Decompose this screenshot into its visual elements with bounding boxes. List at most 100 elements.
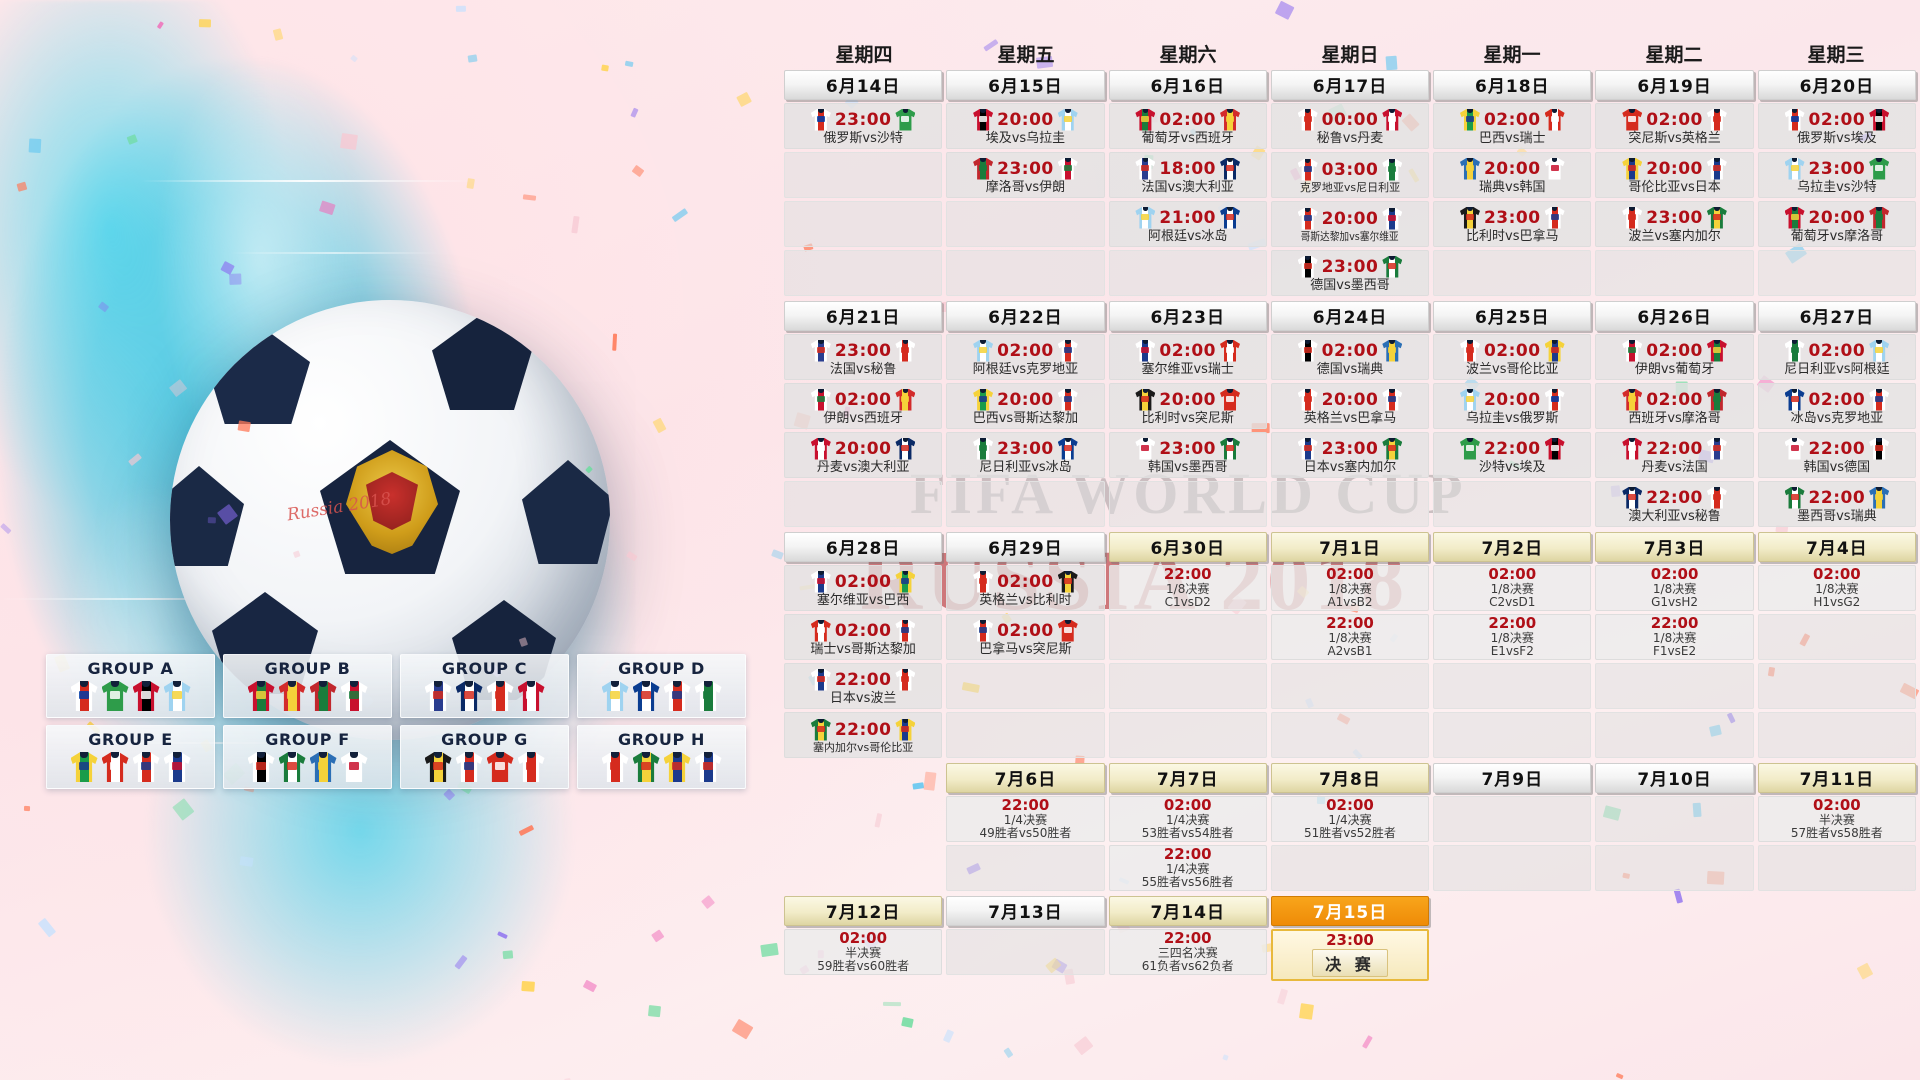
- knockout-match-cell[interactable]: 02:00 1/4决赛 51胜者vs52胜者: [1270, 796, 1430, 842]
- group-match-cell[interactable]: 02:00 英格兰vs比利时: [946, 565, 1105, 611]
- date-label-6月25日[interactable]: 6月25日: [1433, 301, 1592, 331]
- group-match-cell[interactable]: 02:00 尼日利亚vs阿根廷: [1757, 334, 1916, 380]
- date-label-6月15日[interactable]: 6月15日: [946, 70, 1105, 100]
- date-label-6月16日[interactable]: 6月16日: [1108, 70, 1267, 100]
- date-label-7月12日[interactable]: 7月12日: [784, 896, 943, 926]
- date-label-6月28日[interactable]: 6月28日: [784, 532, 943, 562]
- group-match-cell[interactable]: 20:00 瑞典vs韩国: [1433, 152, 1592, 198]
- date-label-7月10日[interactable]: 7月10日: [1595, 763, 1754, 793]
- date-label-7月13日[interactable]: 7月13日: [946, 896, 1105, 926]
- date-label-6月23日[interactable]: 6月23日: [1108, 301, 1267, 331]
- date-label-7月14日[interactable]: 7月14日: [1108, 896, 1267, 926]
- knockout-match-cell[interactable]: 02:00 半决赛 57胜者vs58胜者: [1757, 796, 1916, 842]
- knockout-match-cell[interactable]: 22:00 1/8决赛 A2vsB1: [1270, 614, 1430, 660]
- group-match-cell[interactable]: 23:00 韩国vs墨西哥: [1108, 432, 1267, 478]
- group-match-cell[interactable]: 23:00 尼日利亚vs冰岛: [946, 432, 1105, 478]
- group-match-cell[interactable]: 20:00 比利时vs突尼斯: [1108, 383, 1267, 429]
- group-match-cell[interactable]: 20:00 哥伦比亚vs日本: [1595, 152, 1754, 198]
- group-match-cell[interactable]: 22:00 墨西哥vs瑞典: [1757, 481, 1916, 527]
- knockout-match-cell[interactable]: 22:00 1/8决赛 E1vsF2: [1433, 614, 1592, 660]
- final-match-cell[interactable]: 23:00 决 赛: [1270, 929, 1430, 981]
- group-match-cell[interactable]: 20:00 葡萄牙vs摩洛哥: [1757, 201, 1916, 247]
- group-box-group-d[interactable]: GROUP D: [577, 654, 746, 718]
- group-match-cell[interactable]: 23:00 波兰vs塞内加尔: [1595, 201, 1754, 247]
- group-match-cell[interactable]: 20:00 乌拉圭vs俄罗斯: [1433, 383, 1592, 429]
- group-match-cell[interactable]: 22:00 澳大利亚vs秘鲁: [1595, 481, 1754, 527]
- date-label-7月15日[interactable]: 7月15日: [1270, 896, 1430, 926]
- group-match-cell[interactable]: 20:00 英格兰vs巴拿马: [1270, 383, 1430, 429]
- date-label-6月19日[interactable]: 6月19日: [1595, 70, 1754, 100]
- knockout-match-cell[interactable]: 22:00 1/4决赛 49胜者vs50胜者: [946, 796, 1105, 842]
- group-match-cell[interactable]: 21:00 阿根廷vs冰岛: [1108, 201, 1267, 247]
- group-box-group-g[interactable]: GROUP G: [400, 725, 569, 789]
- group-box-group-f[interactable]: GROUP F: [223, 725, 392, 789]
- knockout-match-cell[interactable]: 22:00 1/8决赛 F1vsE2: [1595, 614, 1754, 660]
- group-match-cell[interactable]: 23:00 比利时vs巴拿马: [1433, 201, 1592, 247]
- group-match-cell[interactable]: 00:00 秘鲁vs丹麦: [1270, 103, 1430, 149]
- date-label-6月14日[interactable]: 6月14日: [784, 70, 943, 100]
- group-match-cell[interactable]: 23:00 俄罗斯vs沙特: [784, 103, 943, 149]
- group-match-cell[interactable]: 22:00 日本vs波兰: [784, 663, 943, 709]
- knockout-match-cell[interactable]: 02:00 1/8决赛 C2vsD1: [1433, 565, 1592, 611]
- group-box-group-h[interactable]: GROUP H: [577, 725, 746, 789]
- date-label-7月3日[interactable]: 7月3日: [1595, 532, 1754, 562]
- group-match-cell[interactable]: 20:00 丹麦vs澳大利亚: [784, 432, 943, 478]
- date-label-7月2日[interactable]: 7月2日: [1433, 532, 1592, 562]
- group-match-cell[interactable]: 02:00 阿根廷vs克罗地亚: [946, 334, 1105, 380]
- group-box-group-a[interactable]: GROUP A: [46, 654, 215, 718]
- date-label-6月30日[interactable]: 6月30日: [1108, 532, 1267, 562]
- group-match-cell[interactable]: 23:00 乌拉圭vs沙特: [1757, 152, 1916, 198]
- group-match-cell[interactable]: 02:00 德国vs瑞典: [1270, 334, 1430, 380]
- date-label-6月22日[interactable]: 6月22日: [946, 301, 1105, 331]
- date-label-6月26日[interactable]: 6月26日: [1595, 301, 1754, 331]
- date-label-6月24日[interactable]: 6月24日: [1270, 301, 1430, 331]
- group-match-cell[interactable]: 23:00 摩洛哥vs伊朗: [946, 152, 1105, 198]
- knockout-match-cell[interactable]: 22:00 1/8决赛 C1vsD2: [1108, 565, 1267, 611]
- group-match-cell[interactable]: 22:00 韩国vs德国: [1757, 432, 1916, 478]
- date-label-7月11日[interactable]: 7月11日: [1757, 763, 1916, 793]
- group-match-cell[interactable]: 18:00 法国vs澳大利亚: [1108, 152, 1267, 198]
- group-match-cell[interactable]: 02:00 伊朗vs西班牙: [784, 383, 943, 429]
- date-label-7月6日[interactable]: 7月6日: [946, 763, 1105, 793]
- group-match-cell[interactable]: 02:00 西班牙vs摩洛哥: [1595, 383, 1754, 429]
- date-label-7月1日[interactable]: 7月1日: [1270, 532, 1430, 562]
- group-match-cell[interactable]: 22:00 塞内加尔vs哥伦比亚: [784, 712, 943, 758]
- group-match-cell[interactable]: 23:00 德国vs墨西哥: [1270, 250, 1430, 296]
- group-box-group-b[interactable]: GROUP B: [223, 654, 392, 718]
- group-box-group-e[interactable]: GROUP E: [46, 725, 215, 789]
- date-label-6月18日[interactable]: 6月18日: [1433, 70, 1592, 100]
- date-label-6月17日[interactable]: 6月17日: [1270, 70, 1430, 100]
- date-label-6月21日[interactable]: 6月21日: [784, 301, 943, 331]
- knockout-match-cell[interactable]: 22:00 三四名决赛 61负者vs62负者: [1108, 929, 1267, 975]
- date-label-7月7日[interactable]: 7月7日: [1108, 763, 1267, 793]
- knockout-match-cell[interactable]: 02:00 1/8决赛 G1vsH2: [1595, 565, 1754, 611]
- group-match-cell[interactable]: 02:00 巴西vs瑞士: [1433, 103, 1592, 149]
- knockout-match-cell[interactable]: 02:00 1/4决赛 53胜者vs54胜者: [1108, 796, 1267, 842]
- group-match-cell[interactable]: 02:00 俄罗斯vs埃及: [1757, 103, 1916, 149]
- group-match-cell[interactable]: 23:00 法国vs秘鲁: [784, 334, 943, 380]
- group-match-cell[interactable]: 22:00 丹麦vs法国: [1595, 432, 1754, 478]
- group-match-cell[interactable]: 20:00 哥斯达黎加vs塞尔维亚: [1270, 201, 1430, 247]
- group-match-cell[interactable]: 02:00 冰岛vs克罗地亚: [1757, 383, 1916, 429]
- group-match-cell[interactable]: 02:00 伊朗vs葡萄牙: [1595, 334, 1754, 380]
- group-match-cell[interactable]: 02:00 突尼斯vs英格兰: [1595, 103, 1754, 149]
- date-label-6月29日[interactable]: 6月29日: [946, 532, 1105, 562]
- date-label-7月8日[interactable]: 7月8日: [1270, 763, 1430, 793]
- date-label-7月4日[interactable]: 7月4日: [1757, 532, 1916, 562]
- group-match-cell[interactable]: 23:00 日本vs塞内加尔: [1270, 432, 1430, 478]
- group-match-cell[interactable]: 20:00 巴西vs哥斯达黎加: [946, 383, 1105, 429]
- group-match-cell[interactable]: 02:00 巴拿马vs突尼斯: [946, 614, 1105, 660]
- group-match-cell[interactable]: 02:00 塞尔维亚vs瑞士: [1108, 334, 1267, 380]
- group-match-cell[interactable]: 22:00 沙特vs埃及: [1433, 432, 1592, 478]
- knockout-match-cell[interactable]: 02:00 1/8决赛 A1vsB2: [1270, 565, 1430, 611]
- group-match-cell[interactable]: 02:00 波兰vs哥伦比亚: [1433, 334, 1592, 380]
- date-label-7月9日[interactable]: 7月9日: [1433, 763, 1592, 793]
- knockout-match-cell[interactable]: 22:00 1/4决赛 55胜者vs56胜者: [1108, 845, 1267, 891]
- group-match-cell[interactable]: 02:00 塞尔维亚vs巴西: [784, 565, 943, 611]
- group-match-cell[interactable]: 02:00 葡萄牙vs西班牙: [1108, 103, 1267, 149]
- knockout-match-cell[interactable]: 02:00 半决赛 59胜者vs60胜者: [784, 929, 943, 975]
- group-match-cell[interactable]: 20:00 埃及vs乌拉圭: [946, 103, 1105, 149]
- date-label-6月27日[interactable]: 6月27日: [1757, 301, 1916, 331]
- group-match-cell[interactable]: 03:00 克罗地亚vs尼日利亚: [1270, 152, 1430, 198]
- knockout-match-cell[interactable]: 02:00 1/8决赛 H1vsG2: [1757, 565, 1916, 611]
